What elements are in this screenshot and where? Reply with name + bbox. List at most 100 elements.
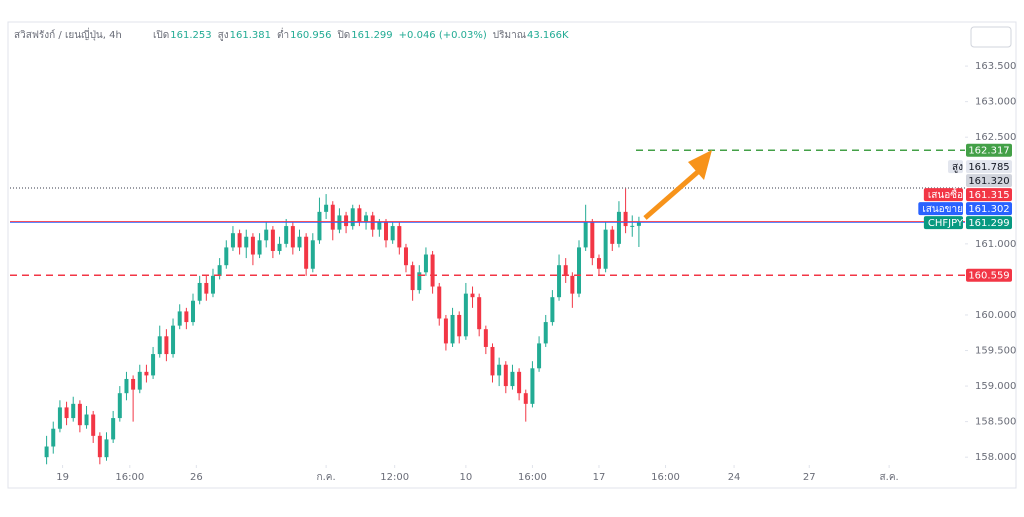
candle-body [124, 378, 129, 394]
candle-body [630, 225, 635, 227]
price-badge [966, 202, 1012, 216]
candle-body [184, 311, 189, 323]
price-badge-label: 161.785 [968, 162, 1009, 173]
candle-body [44, 446, 49, 458]
price-badge [966, 143, 1012, 157]
candle-body [403, 247, 408, 266]
price-tag: เสนอขาย [922, 204, 963, 215]
candle-body [410, 265, 415, 291]
candle-body [510, 371, 515, 387]
candle-body [131, 378, 136, 390]
price-tag-bg [948, 160, 963, 174]
x-tick-label: ก.ค. [317, 472, 336, 483]
candle-body [530, 368, 535, 404]
plot-area [10, 149, 965, 465]
price-tag-bg [918, 202, 963, 216]
candle-body [151, 354, 156, 376]
candle-body [577, 247, 582, 294]
y-tick-label: 159.500 [975, 346, 1016, 357]
price-badge [966, 174, 1012, 188]
candle-body [563, 265, 568, 276]
candle-body [623, 211, 628, 227]
price-tag-bg [923, 188, 963, 202]
candle-body [71, 403, 76, 419]
candle-body [324, 204, 329, 212]
y-tick-label: 162.500 [975, 132, 1016, 143]
candle-body [423, 254, 428, 273]
arrow [643, 168, 702, 220]
y-tick-label: 160.000 [975, 310, 1016, 321]
price-badge [966, 188, 1012, 202]
candle-body [610, 229, 615, 244]
candle-body [550, 297, 555, 323]
candle-body [217, 265, 222, 276]
x-tick-label: 10 [460, 472, 473, 483]
candle-body [330, 204, 335, 230]
legend-value: 160.956 [290, 30, 331, 41]
candle-body [297, 236, 302, 248]
legend-value: 161.381 [230, 30, 271, 41]
candle-body [237, 233, 242, 248]
candle-body [357, 208, 362, 223]
price-tag: CHFJPY [928, 218, 964, 229]
volume: 43.166K [527, 30, 569, 41]
candle-body [377, 222, 382, 230]
candle-body [443, 318, 448, 344]
candle-body [397, 226, 402, 248]
candle-body [91, 414, 96, 436]
candle-body [197, 282, 202, 301]
volume-label: ปริมาณ [493, 30, 526, 41]
candle-body [470, 293, 475, 298]
price-badge-label: 161.302 [968, 204, 1009, 215]
candle-body [583, 222, 588, 248]
candle-body [104, 439, 109, 458]
candle-body [171, 325, 176, 355]
candle-body [230, 233, 235, 248]
y-tick-label: 163.500 [975, 61, 1016, 72]
candle-body [257, 240, 262, 255]
candle-body [270, 229, 275, 251]
price-badge-label: 161.315 [968, 190, 1009, 201]
chart-header: สวิสฟรังก์ / เยนญี่ปุ่น, 4h เปิด 161.253 ส… [14, 27, 569, 41]
price-badge-label: 160.559 [968, 271, 1009, 282]
candle-body [463, 293, 468, 337]
candle-body [111, 418, 116, 440]
candle-body [204, 282, 209, 294]
candle-body [570, 275, 575, 294]
candle-body [344, 215, 349, 227]
candle-body [191, 300, 196, 323]
candle-body [51, 428, 56, 447]
candle-body [177, 311, 182, 326]
candle-body [164, 336, 169, 355]
legend-label: ต่ำ [277, 27, 289, 41]
candle-body [450, 314, 455, 344]
candle-body [523, 393, 528, 404]
legend-value: 161.253 [170, 30, 211, 41]
candle-body [310, 240, 315, 269]
candle-body [284, 226, 289, 244]
candle-body [590, 222, 595, 259]
price-tag-bg [923, 216, 963, 230]
y-tick-label: 161.000 [975, 239, 1016, 250]
x-tick-label: 26 [190, 472, 203, 483]
toolbar-button[interactable] [970, 26, 1012, 48]
candle-body [616, 211, 621, 244]
x-tick-label: 19 [56, 472, 69, 483]
candle-body [497, 364, 502, 376]
candle-body [304, 236, 309, 269]
y-tick-label: 158.500 [975, 417, 1016, 428]
candle-body [290, 226, 295, 248]
candle-body [390, 226, 395, 241]
x-tick-label: 16:00 [651, 472, 680, 483]
candle-body [97, 435, 102, 458]
x-tick-label: 24 [728, 472, 741, 483]
candle-body [364, 215, 369, 223]
price-badge [966, 216, 1012, 230]
candle-body [537, 343, 542, 369]
chart-frame [7, 21, 1017, 489]
candle-body [57, 407, 62, 429]
arrow-head [688, 150, 712, 180]
x-tick-label: 17 [593, 472, 606, 483]
legend-label: สูง [218, 30, 229, 41]
